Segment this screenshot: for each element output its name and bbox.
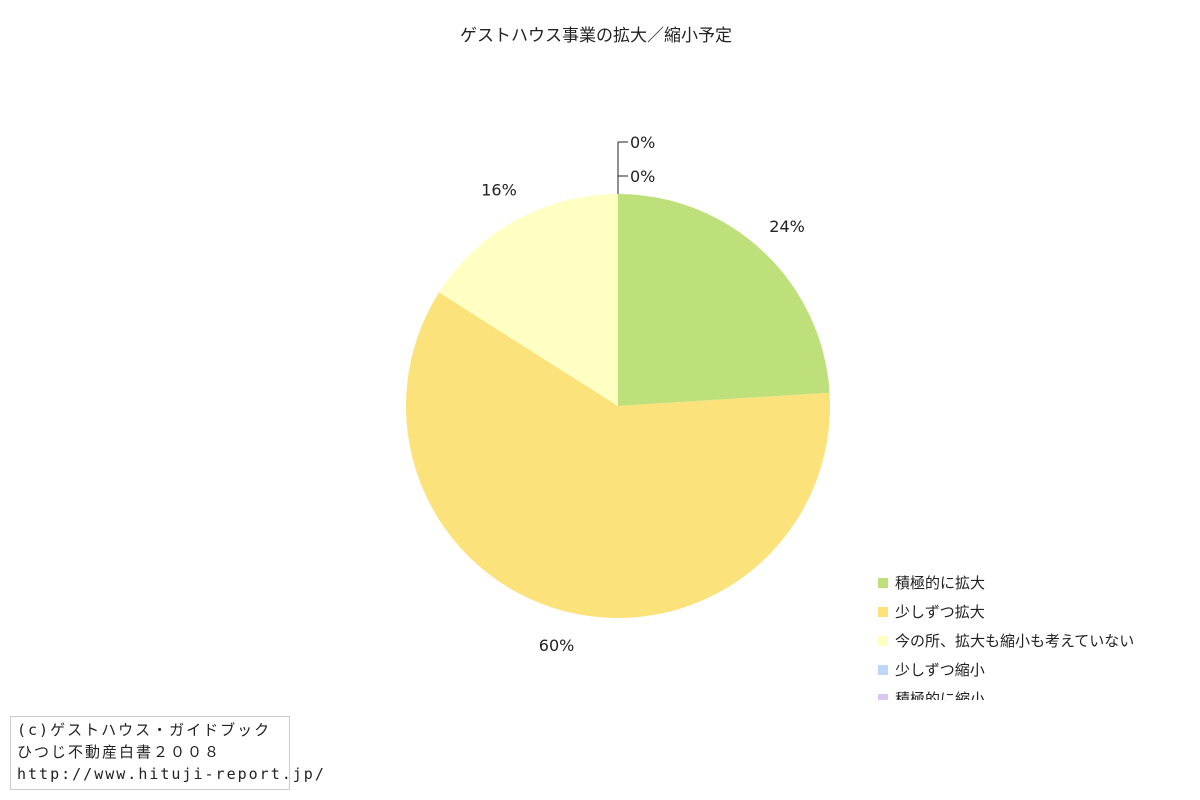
copyright-credit: (c)ゲストハウス・ガイドブック ひつじ不動産白書２００８ http://www…: [10, 716, 326, 790]
zero-slice-leaders: [617, 141, 628, 194]
slice-label-3: 16%: [481, 181, 517, 200]
legend-swatch-1: [878, 578, 888, 588]
legend-swatch-3: [878, 636, 888, 646]
credit-line-1: (c)ゲストハウス・ガイドブック: [17, 721, 272, 739]
slice-label-5: 0%: [630, 133, 655, 152]
pie-slice-1: [618, 194, 830, 406]
legend-label-4: 少しずつ縮小: [895, 661, 985, 679]
pie-chart: ゲストハウス事業の拡大／縮小予定 24% 60% 16% 0% 0% 積極的に拡大少しず…: [406, 26, 1134, 700]
credit-line-3: http://www.hituji-report.jp/: [17, 765, 326, 783]
credit-line-2: ひつじ不動産白書２００８: [17, 743, 222, 761]
slice-label-4: 0%: [630, 167, 655, 186]
slice-label-1: 24%: [769, 217, 805, 236]
slice-labels: 24% 60% 16% 0% 0%: [481, 133, 805, 655]
legend-label-2: 少しずつ拡大: [895, 603, 985, 621]
legend-label-5: 積極的に縮小: [895, 690, 985, 700]
pie-slice-3: [439, 194, 618, 406]
legend-label-1: 積極的に拡大: [895, 574, 985, 592]
chart-title: ゲストハウス事業の拡大／縮小予定: [460, 26, 732, 46]
slice-label-2: 60%: [539, 636, 575, 655]
legend-swatch-5: [878, 694, 888, 700]
legend-label-3: 今の所、拡大も縮小も考えていない: [895, 632, 1134, 650]
pie-slices: [406, 194, 830, 618]
pie-slice-2: [406, 292, 830, 618]
legend-swatch-2: [878, 607, 888, 617]
legend-swatch-4: [878, 665, 888, 675]
